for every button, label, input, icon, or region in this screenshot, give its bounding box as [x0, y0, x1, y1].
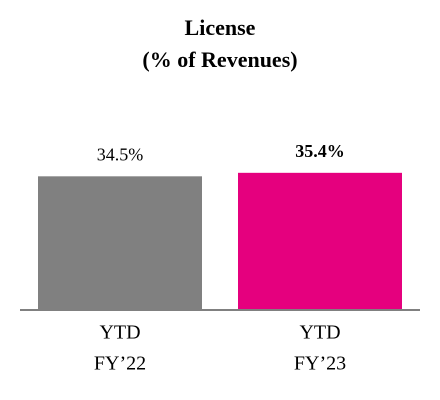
x-tick-label: YTD	[99, 322, 140, 344]
bar	[238, 172, 402, 310]
value-label: 34.5%	[97, 144, 144, 164]
x-tick-label: FY’22	[94, 353, 146, 375]
bar	[38, 176, 202, 310]
x-tick-label: FY’23	[294, 353, 346, 375]
value-label: 35.4%	[295, 141, 345, 161]
chart-subtitle: (% of Revenues)	[142, 47, 297, 72]
chart-title: License	[185, 15, 256, 40]
x-tick-label: YTD	[299, 322, 340, 344]
